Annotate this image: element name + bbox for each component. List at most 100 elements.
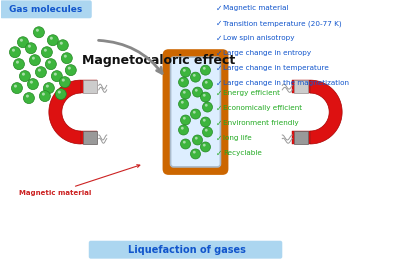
Circle shape bbox=[62, 79, 65, 82]
Circle shape bbox=[36, 29, 39, 32]
Circle shape bbox=[205, 129, 208, 132]
Circle shape bbox=[58, 90, 61, 94]
Circle shape bbox=[14, 84, 17, 88]
Text: ✓: ✓ bbox=[216, 64, 222, 73]
Circle shape bbox=[68, 67, 71, 70]
Text: ✓: ✓ bbox=[216, 19, 222, 28]
FancyBboxPatch shape bbox=[0, 0, 92, 18]
Circle shape bbox=[203, 79, 212, 89]
Text: Transition temperature (20-77 K): Transition temperature (20-77 K) bbox=[223, 20, 342, 27]
Text: Environment friendly: Environment friendly bbox=[223, 120, 299, 126]
Circle shape bbox=[30, 81, 33, 84]
Circle shape bbox=[47, 35, 58, 46]
Circle shape bbox=[201, 117, 210, 127]
Polygon shape bbox=[310, 80, 342, 144]
Circle shape bbox=[180, 139, 191, 149]
Circle shape bbox=[201, 142, 210, 152]
Circle shape bbox=[38, 69, 41, 72]
Circle shape bbox=[201, 92, 210, 102]
Circle shape bbox=[203, 67, 206, 70]
Text: Large change in the magnetization: Large change in the magnetization bbox=[223, 80, 349, 86]
Circle shape bbox=[9, 47, 20, 58]
Text: Low spin anisotropy: Low spin anisotropy bbox=[223, 35, 295, 41]
Text: Magnetic material: Magnetic material bbox=[19, 165, 140, 196]
Text: ✓: ✓ bbox=[216, 119, 222, 127]
Circle shape bbox=[43, 83, 54, 94]
Circle shape bbox=[205, 81, 208, 84]
Text: long life: long life bbox=[223, 135, 252, 141]
Circle shape bbox=[193, 111, 196, 114]
Circle shape bbox=[203, 102, 212, 112]
Bar bbox=[81, 131, 97, 144]
Text: ✓: ✓ bbox=[216, 103, 222, 113]
Circle shape bbox=[193, 87, 203, 97]
Text: ✓: ✓ bbox=[216, 34, 222, 43]
Circle shape bbox=[26, 43, 36, 54]
Circle shape bbox=[183, 91, 186, 94]
Circle shape bbox=[191, 149, 201, 159]
Circle shape bbox=[35, 67, 46, 78]
Circle shape bbox=[205, 104, 208, 107]
Circle shape bbox=[17, 37, 28, 48]
Circle shape bbox=[193, 151, 196, 154]
Circle shape bbox=[16, 61, 19, 64]
Circle shape bbox=[61, 53, 72, 64]
Text: ✓: ✓ bbox=[216, 89, 222, 98]
Text: Large change in entropy: Large change in entropy bbox=[223, 50, 312, 56]
Bar bbox=[294, 131, 308, 144]
Circle shape bbox=[22, 73, 25, 76]
Circle shape bbox=[195, 89, 198, 92]
FancyBboxPatch shape bbox=[171, 57, 220, 167]
Text: ✓: ✓ bbox=[216, 79, 222, 88]
Circle shape bbox=[39, 90, 50, 102]
Circle shape bbox=[51, 71, 62, 82]
Text: Large change in temperature: Large change in temperature bbox=[223, 65, 329, 71]
Circle shape bbox=[203, 94, 206, 97]
Text: Magnetocaloric effect: Magnetocaloric effect bbox=[82, 54, 235, 67]
Circle shape bbox=[64, 55, 67, 58]
Bar bbox=[292, 80, 310, 93]
Circle shape bbox=[180, 115, 191, 125]
Circle shape bbox=[28, 79, 38, 90]
Circle shape bbox=[26, 95, 29, 98]
Circle shape bbox=[178, 77, 188, 87]
Circle shape bbox=[55, 89, 66, 100]
Circle shape bbox=[181, 127, 184, 129]
Circle shape bbox=[48, 61, 51, 64]
Circle shape bbox=[183, 69, 186, 72]
Circle shape bbox=[203, 144, 206, 147]
Text: Recyclable: Recyclable bbox=[223, 150, 262, 156]
Circle shape bbox=[193, 74, 196, 77]
Circle shape bbox=[45, 59, 56, 70]
Circle shape bbox=[59, 77, 70, 88]
Circle shape bbox=[58, 40, 68, 51]
FancyBboxPatch shape bbox=[89, 241, 282, 259]
Circle shape bbox=[23, 93, 34, 103]
Circle shape bbox=[181, 101, 184, 104]
Bar bbox=[83, 131, 97, 144]
Circle shape bbox=[65, 65, 76, 76]
Circle shape bbox=[44, 49, 47, 52]
Text: ✓: ✓ bbox=[216, 148, 222, 158]
Bar bbox=[83, 80, 97, 93]
Circle shape bbox=[195, 137, 198, 140]
Circle shape bbox=[28, 45, 31, 48]
Circle shape bbox=[54, 73, 57, 76]
Circle shape bbox=[178, 99, 188, 109]
Text: ✓: ✓ bbox=[216, 4, 222, 13]
Circle shape bbox=[30, 55, 41, 66]
Circle shape bbox=[41, 47, 52, 58]
Circle shape bbox=[60, 42, 63, 45]
Polygon shape bbox=[49, 80, 81, 144]
Circle shape bbox=[50, 37, 53, 40]
Text: Gas molecules: Gas molecules bbox=[9, 5, 82, 14]
Text: Magnetic material: Magnetic material bbox=[223, 5, 289, 11]
Circle shape bbox=[181, 79, 184, 82]
Circle shape bbox=[178, 125, 188, 135]
Bar bbox=[292, 131, 310, 144]
Circle shape bbox=[13, 59, 24, 70]
Bar bbox=[294, 80, 308, 93]
Circle shape bbox=[11, 83, 22, 94]
Text: ✓: ✓ bbox=[216, 49, 222, 58]
Text: Economically efficient: Economically efficient bbox=[223, 105, 303, 111]
